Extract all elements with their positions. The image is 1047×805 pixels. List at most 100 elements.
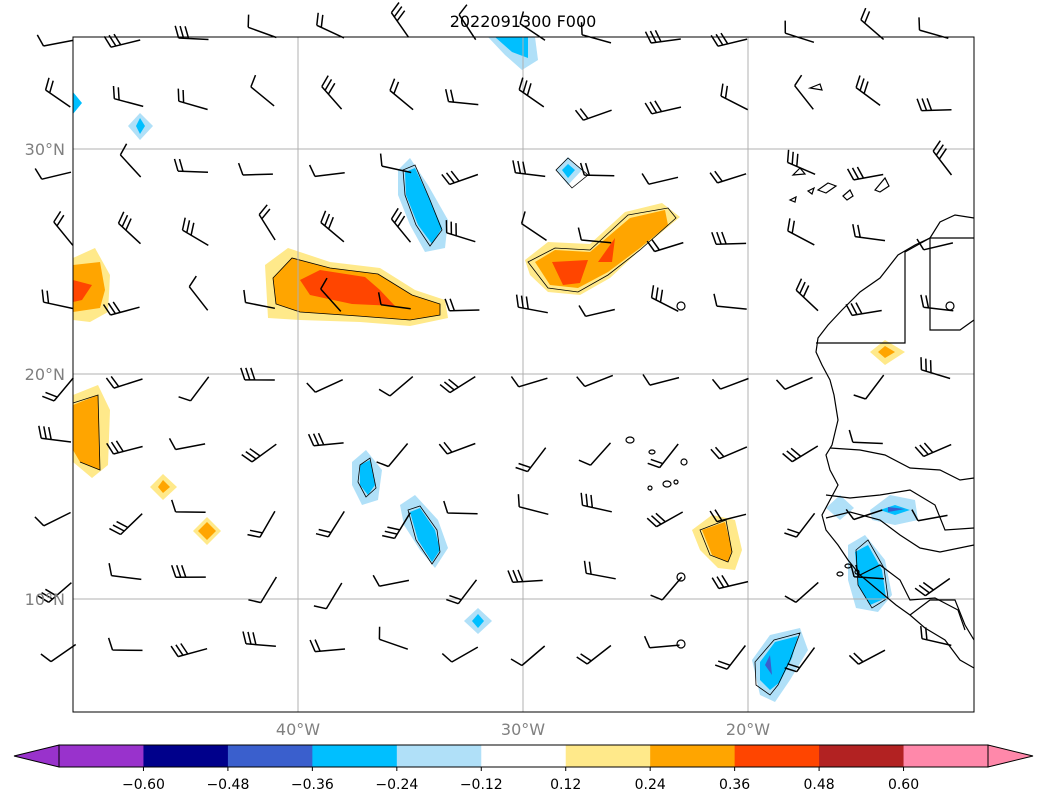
colorbar: −0.60 −0.48 −0.36 −0.24 −0.12 0.12 0.24 0.36 0.4… bbox=[13, 744, 1034, 793]
wind-barb bbox=[313, 582, 343, 610]
negative-anomaly-region bbox=[405, 168, 442, 244]
wind-barb bbox=[174, 25, 209, 41]
wind-barb bbox=[168, 438, 206, 451]
colorbar-label: −0.48 bbox=[206, 777, 249, 793]
colorbar-label: −0.60 bbox=[122, 777, 165, 793]
wind-barb bbox=[389, 78, 414, 111]
positive-anomaly-region bbox=[73, 280, 92, 302]
colorbar-label: −0.24 bbox=[375, 777, 418, 793]
wind-barb bbox=[321, 75, 343, 110]
wind-barb bbox=[848, 429, 883, 445]
wind-barb bbox=[247, 510, 276, 538]
wind-barb bbox=[519, 11, 546, 41]
wind-barb bbox=[108, 563, 142, 581]
wind-barb bbox=[242, 631, 276, 648]
colorbar-bin bbox=[312, 745, 398, 767]
wind-barb bbox=[916, 98, 952, 112]
wind-barb bbox=[106, 440, 143, 455]
wind-barb bbox=[307, 432, 344, 447]
wind-barb bbox=[240, 367, 275, 381]
wind-barb bbox=[710, 446, 748, 460]
wind-barb bbox=[38, 425, 72, 443]
wind-barb bbox=[580, 22, 612, 44]
colorbar-bin bbox=[734, 745, 820, 767]
island bbox=[673, 479, 679, 485]
wind-barb bbox=[309, 639, 346, 653]
wind-barb bbox=[237, 162, 273, 176]
positive-anomaly-region bbox=[300, 270, 395, 306]
negative-anomaly-region bbox=[888, 507, 905, 512]
wind-barb bbox=[178, 376, 210, 402]
country-border bbox=[829, 447, 975, 481]
wind-barb bbox=[258, 204, 276, 241]
negative-anomaly-region bbox=[410, 508, 440, 562]
wind-barb bbox=[914, 442, 952, 458]
wind-barb bbox=[860, 7, 885, 40]
colorbar-bin bbox=[565, 745, 651, 767]
wind-barb bbox=[377, 292, 411, 310]
wind-barb bbox=[650, 285, 679, 312]
wind-barb bbox=[443, 500, 478, 515]
negative-anomaly-region bbox=[826, 495, 854, 520]
island bbox=[874, 176, 890, 193]
wind-barb bbox=[576, 374, 614, 388]
wind-barb bbox=[250, 74, 275, 107]
wind-barb bbox=[577, 227, 612, 244]
wind-barb bbox=[914, 577, 951, 597]
wind-barb bbox=[512, 160, 546, 178]
wind-barb bbox=[710, 32, 748, 47]
negative-anomaly-region bbox=[562, 164, 575, 178]
gridlines bbox=[73, 37, 974, 712]
wind-barb bbox=[714, 645, 746, 670]
wind-barb bbox=[458, 4, 477, 41]
wind-barb bbox=[911, 509, 948, 522]
colorbar-bin bbox=[481, 745, 567, 767]
wind-barb bbox=[170, 499, 206, 513]
positive-anomaly-region bbox=[198, 522, 216, 540]
lon-tick-label: 20°W bbox=[726, 720, 770, 739]
island bbox=[806, 186, 816, 195]
wind-barb bbox=[316, 12, 345, 39]
wind-barb bbox=[105, 375, 143, 389]
wind-barb bbox=[647, 443, 679, 469]
wind-barb bbox=[579, 162, 615, 177]
wind-barb bbox=[709, 509, 747, 523]
colorbar-bin bbox=[650, 745, 736, 767]
wind-barb bbox=[515, 447, 547, 473]
colorbar-frame bbox=[58, 744, 989, 768]
wind-barb bbox=[920, 357, 951, 380]
positive-anomaly-region bbox=[598, 238, 615, 262]
wind-barb bbox=[44, 77, 71, 108]
colorbar-bin bbox=[227, 745, 313, 767]
wind-barb bbox=[181, 217, 209, 247]
lat-tick-label: 30°N bbox=[25, 140, 65, 159]
wind-barb bbox=[507, 569, 543, 583]
colorbar-label: 0.24 bbox=[635, 777, 666, 793]
wind-barb bbox=[711, 377, 749, 390]
wind-barb bbox=[641, 173, 679, 185]
negative-anomaly-region bbox=[136, 118, 145, 134]
plot-frame bbox=[72, 36, 975, 713]
wind-barb bbox=[109, 513, 143, 536]
contour-line bbox=[407, 505, 441, 565]
wind-barb bbox=[173, 158, 209, 174]
wind-barb bbox=[177, 88, 208, 111]
wind-barb bbox=[784, 512, 816, 538]
wind-barb bbox=[510, 376, 548, 388]
wind-barb bbox=[920, 294, 954, 312]
negative-anomaly-region bbox=[760, 636, 798, 690]
wind-barb bbox=[390, 207, 412, 243]
wind-barb bbox=[646, 239, 684, 253]
island bbox=[842, 189, 854, 201]
wind-barb bbox=[920, 626, 952, 647]
wind-barb bbox=[848, 649, 886, 665]
positive-anomaly-region bbox=[878, 346, 895, 358]
positive-anomaly-region bbox=[552, 260, 588, 285]
wind-barb bbox=[34, 168, 72, 180]
wind-barb bbox=[378, 626, 409, 650]
contour-line bbox=[72, 394, 101, 471]
wind-barb bbox=[170, 643, 208, 658]
wind-barb bbox=[644, 100, 682, 115]
colorbar-over-arrow bbox=[987, 744, 1034, 768]
wind-barb bbox=[787, 218, 815, 246]
